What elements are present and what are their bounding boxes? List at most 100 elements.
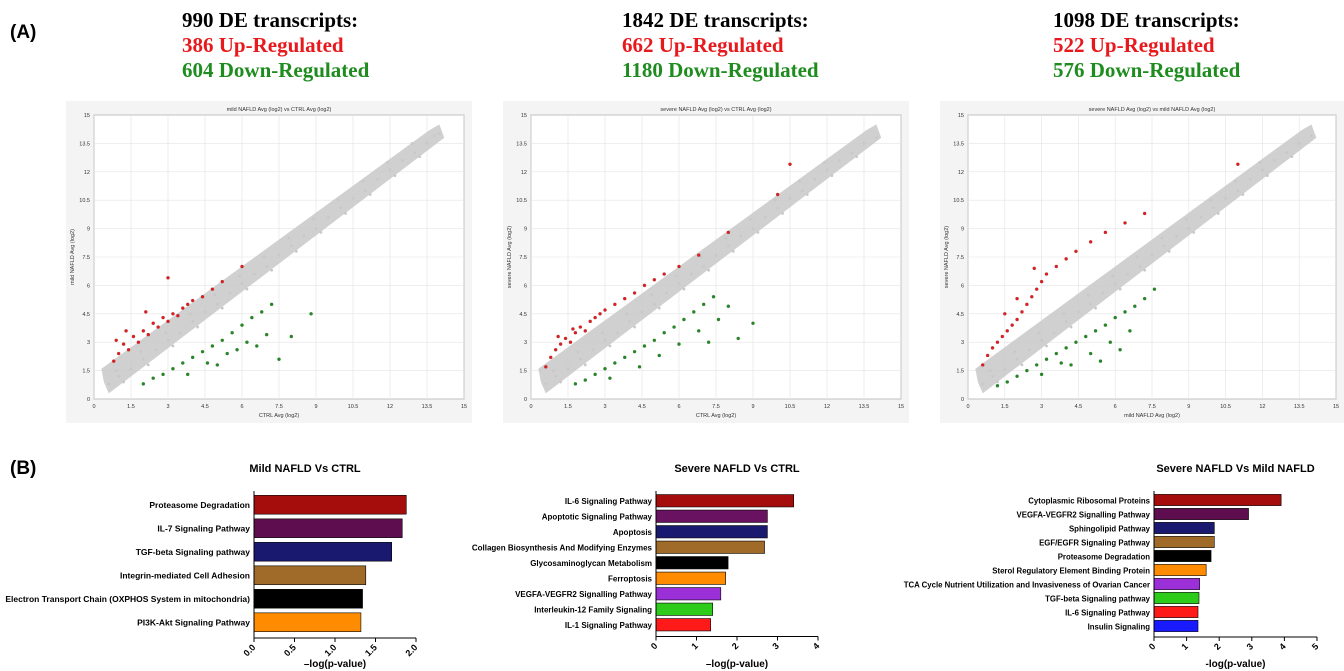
scatter-point-up bbox=[200, 295, 205, 299]
category-label: Proteasome Degradation bbox=[1058, 552, 1151, 561]
y-tick-label: 0 bbox=[961, 397, 964, 403]
x-tick-label: 3 bbox=[603, 404, 606, 410]
scatter-point-neutral bbox=[1236, 189, 1240, 193]
category-label: IL-7 Signaling Pathway bbox=[157, 524, 250, 534]
scatter-point-neutral bbox=[245, 287, 249, 291]
scatter-point-neutral bbox=[171, 344, 175, 348]
scatter-point-up bbox=[124, 329, 128, 333]
y-tick-label: 1.5 bbox=[82, 369, 90, 375]
scatter-point-up bbox=[549, 355, 553, 360]
x-tick-label: 4 bbox=[1277, 641, 1288, 652]
bar bbox=[655, 618, 711, 632]
bar bbox=[253, 542, 392, 562]
scatter-point-down bbox=[264, 332, 269, 337]
scatter-point-neutral bbox=[1285, 151, 1289, 155]
scatter-point-down bbox=[190, 355, 195, 360]
y-tick-label: 9 bbox=[524, 227, 527, 233]
y-tick-label: 10.5 bbox=[953, 198, 964, 204]
panel-label-a: (A) bbox=[10, 22, 37, 43]
x-tick-label: 15 bbox=[461, 404, 467, 410]
scatter-point-neutral bbox=[196, 325, 200, 329]
scatter-point-down bbox=[1069, 363, 1073, 367]
scatter-point-neutral bbox=[776, 206, 780, 210]
scatter-point-neutral bbox=[1027, 348, 1031, 352]
scatter-point-neutral bbox=[262, 255, 266, 259]
scatter-point-neutral bbox=[996, 380, 999, 384]
scatter-point-neutral bbox=[1265, 174, 1269, 177]
y-tick-label: 6 bbox=[87, 283, 90, 289]
bar bbox=[655, 494, 794, 508]
category-label: Cytoplasmic Ribosomal Proteins bbox=[1028, 496, 1150, 505]
scatter-point-neutral bbox=[625, 312, 629, 316]
scatter-point-down bbox=[255, 344, 259, 348]
scatter-point-neutral bbox=[393, 174, 397, 177]
scatter-point-down bbox=[205, 361, 210, 365]
scatter-point-neutral bbox=[544, 382, 548, 386]
scatter-point-neutral bbox=[988, 369, 992, 372]
scatter-point-neutral bbox=[652, 302, 656, 306]
de-total-2: 1842 DE transcripts: bbox=[622, 8, 809, 32]
category-label: Insulin Signaling bbox=[1088, 622, 1151, 631]
scatter-point-up bbox=[1142, 211, 1147, 216]
scatter-point-neutral bbox=[1310, 134, 1313, 138]
de-down-3: 576 Down-Regulated bbox=[1053, 58, 1241, 82]
scatter-point-neutral bbox=[1184, 217, 1188, 221]
scatter-point-neutral bbox=[1224, 196, 1227, 200]
scatter-point-neutral bbox=[336, 198, 340, 202]
scatter-point-neutral bbox=[1111, 274, 1115, 278]
category-label: Integrin-mediated Cell Adhesion bbox=[120, 571, 250, 581]
scatter-point-neutral bbox=[640, 310, 644, 314]
scatter-point-up bbox=[1034, 287, 1039, 291]
scatter-point-neutral bbox=[363, 189, 367, 193]
x-tick-label: 4.5 bbox=[1075, 404, 1083, 410]
scatter-point-up bbox=[642, 283, 647, 288]
scatter-point-down bbox=[309, 312, 313, 316]
neutral-density-band bbox=[975, 124, 1317, 394]
scatter-point-down bbox=[210, 344, 215, 348]
x-tick-label: 0.0 bbox=[241, 642, 257, 658]
scatter-point-up bbox=[121, 342, 126, 346]
scatter-point-neutral bbox=[386, 160, 389, 164]
x-tick-label: 9 bbox=[1187, 404, 1190, 410]
scatter-point-down bbox=[269, 302, 274, 307]
category-label: Sterol Regulatory Element Binding Protei… bbox=[992, 566, 1150, 575]
x-tick-label: 0 bbox=[529, 404, 532, 410]
x-tick-label: 0 bbox=[92, 404, 95, 410]
bar bbox=[253, 612, 362, 632]
scatter-point-neutral bbox=[1258, 160, 1262, 164]
scatter-point-neutral bbox=[1135, 255, 1139, 259]
scatter-point-up bbox=[1039, 279, 1044, 284]
x-tick-label: 13.5 bbox=[1294, 404, 1305, 410]
scatter-point-neutral bbox=[1003, 367, 1007, 371]
scatter-point-down bbox=[250, 315, 254, 320]
scatter-point-neutral bbox=[326, 215, 330, 219]
scatter-point-down bbox=[642, 344, 647, 348]
y-tick-label: 13.5 bbox=[953, 141, 964, 147]
x-tick-label: 10.5 bbox=[1220, 404, 1231, 410]
scatter-point-neutral bbox=[1211, 206, 1215, 210]
x-tick-label: 7.5 bbox=[275, 404, 283, 410]
scatter-point-neutral bbox=[220, 306, 224, 310]
scatter-point-neutral bbox=[650, 293, 654, 297]
scatter-point-up bbox=[176, 313, 180, 318]
y-tick-label: 9 bbox=[961, 227, 964, 233]
category-label: EGF/EGFR Signaling Pathway bbox=[1039, 538, 1151, 547]
category-label: TGF-beta Signaling pathway bbox=[1045, 594, 1150, 603]
scatter-point-up bbox=[1010, 323, 1014, 327]
x-tick-label: 3 bbox=[770, 641, 781, 652]
scatter-point-down bbox=[161, 372, 165, 377]
scatter-point-down bbox=[1118, 348, 1122, 352]
scatter-point-down bbox=[1128, 329, 1132, 333]
scatter-point-neutral bbox=[191, 319, 195, 323]
y-tick-label: 15 bbox=[84, 113, 90, 119]
bar bbox=[1153, 620, 1199, 632]
scatter-point-neutral bbox=[122, 380, 125, 384]
scatter-point-neutral bbox=[302, 234, 306, 238]
scatter-point-neutral bbox=[805, 193, 809, 196]
y-axis-label: mild NAFLD Avg (log2) bbox=[70, 229, 76, 285]
scatter-point-neutral bbox=[270, 268, 273, 272]
bar bbox=[253, 565, 367, 585]
x-tick-label: 13.5 bbox=[422, 404, 433, 410]
scatter-point-neutral bbox=[1077, 310, 1080, 314]
scatter-point-neutral bbox=[1199, 215, 1203, 219]
